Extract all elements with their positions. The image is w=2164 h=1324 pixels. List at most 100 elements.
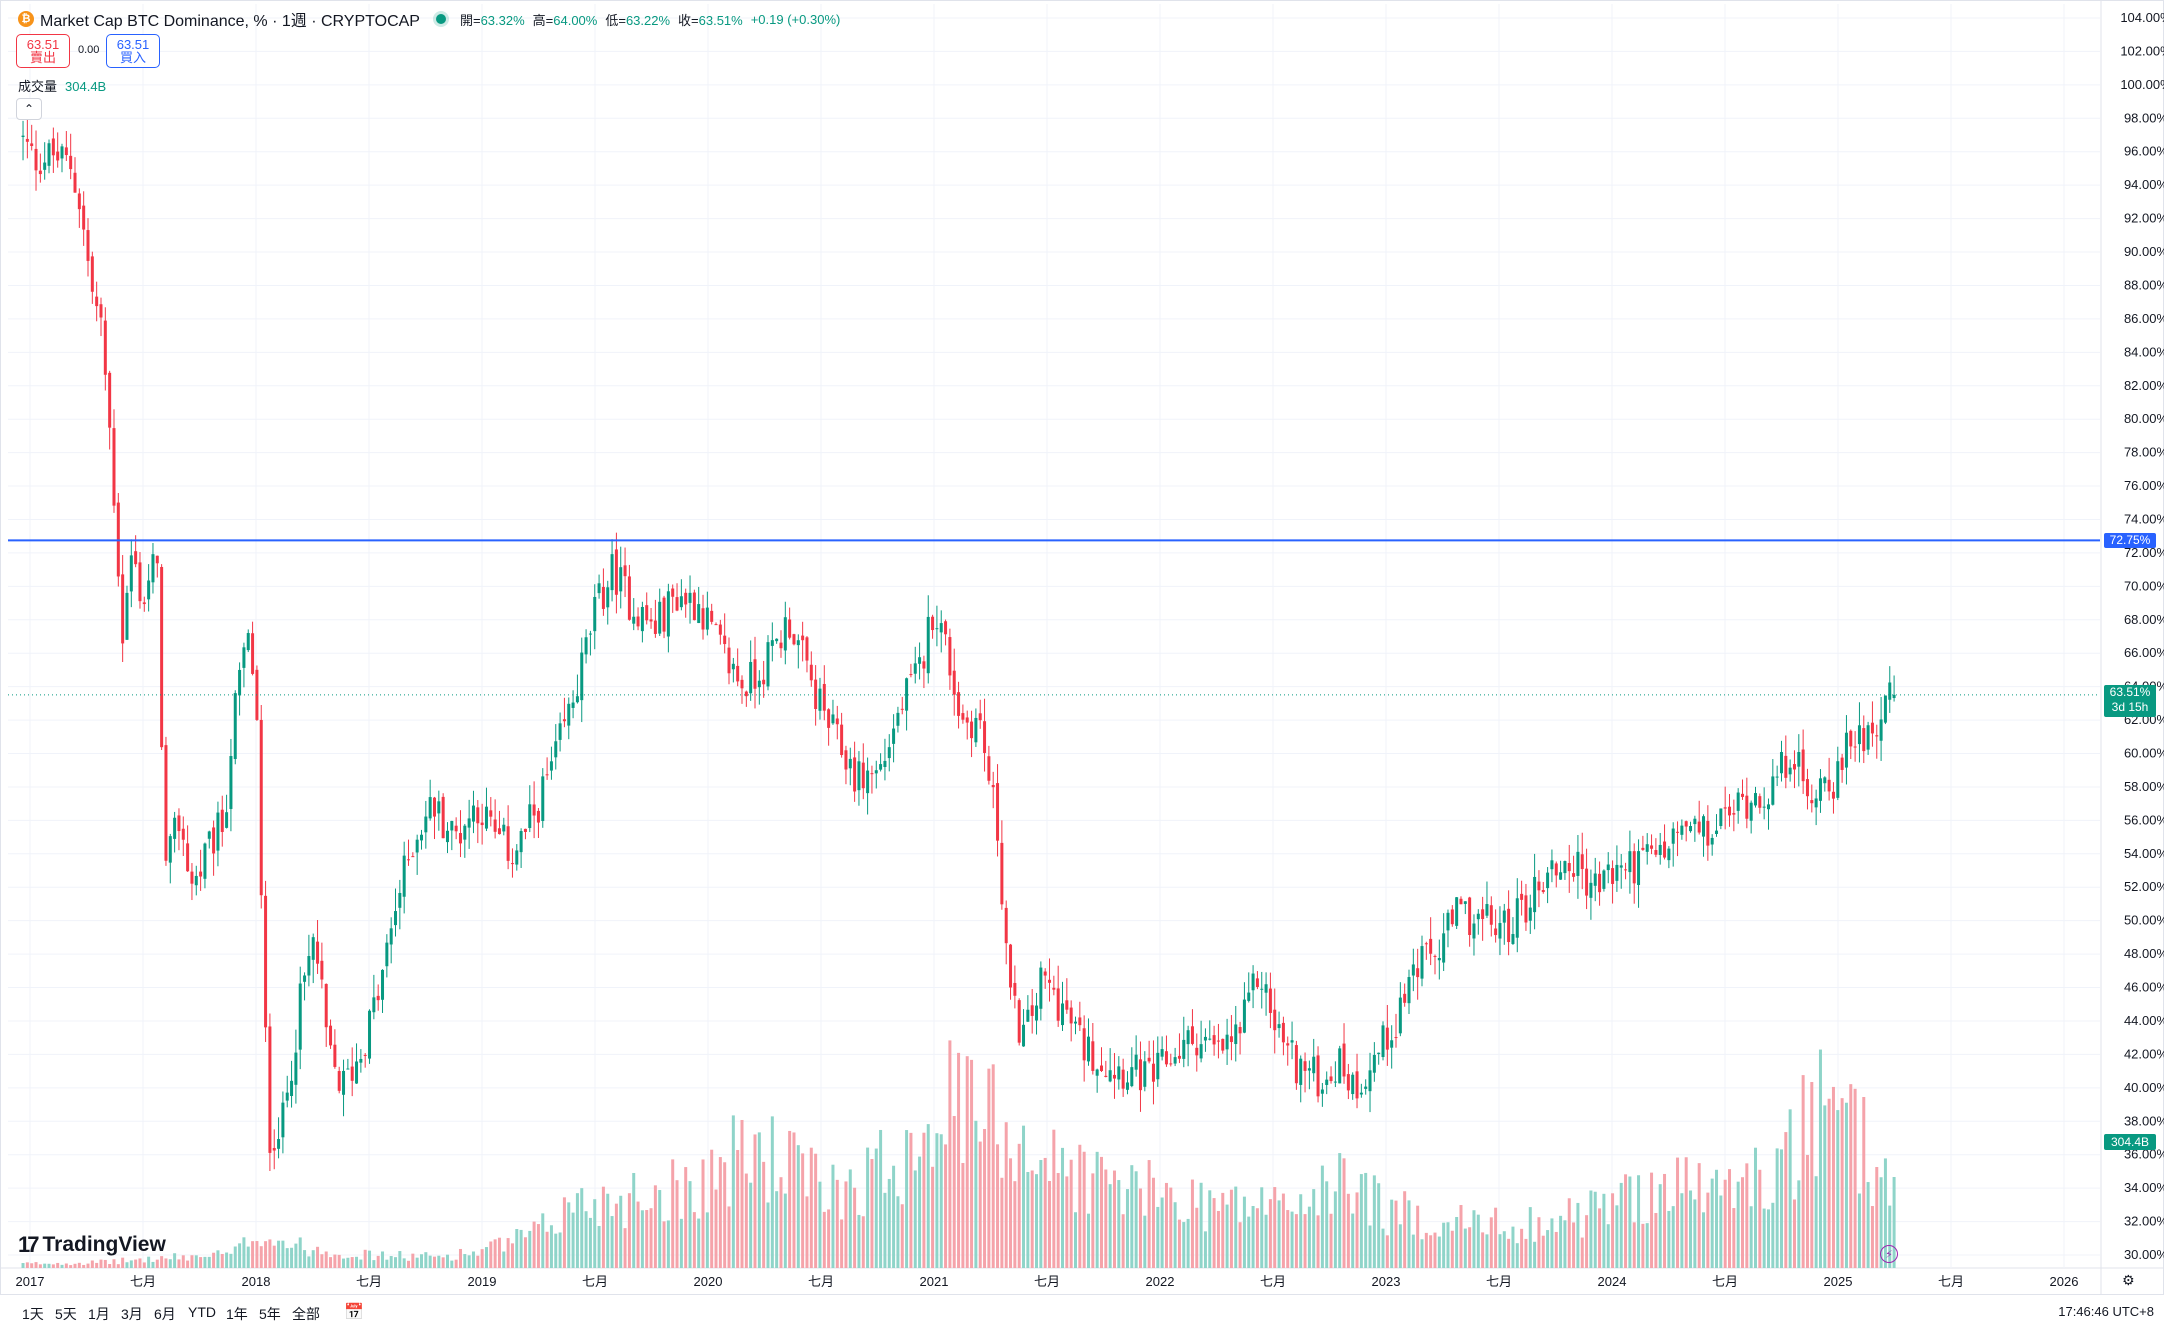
range-3m-button[interactable]: 3月: [121, 1306, 143, 1322]
range-1d-button[interactable]: 1天: [22, 1306, 44, 1322]
candle-body: [1728, 806, 1732, 816]
volume-bar: [1818, 1049, 1822, 1268]
candle-body: [1013, 982, 1017, 996]
candle: [277, 1117, 281, 1159]
volume-bar: [658, 1190, 662, 1268]
candle: [1602, 869, 1606, 892]
candle-body: [164, 745, 168, 861]
y-tick-label: 38.00%: [2124, 1113, 2164, 1128]
y-tick-label: 104.00%: [2120, 10, 2164, 25]
clock-timezone[interactable]: 17:46:46 UTC+8: [2058, 1304, 2154, 1319]
candle-body: [1281, 1022, 1285, 1043]
candle-body: [623, 565, 627, 577]
volume-bar: [480, 1249, 484, 1268]
volume-bar: [251, 1241, 255, 1268]
candle-body: [415, 839, 419, 853]
volume-bar: [1515, 1243, 1519, 1268]
time-axis: 2017 七月 2018 七月 2019 七月 2020 七月 2021 七月 2022 七月 2023…: [16, 1274, 2079, 1289]
candle: [1775, 765, 1779, 787]
candle: [571, 690, 575, 719]
candle: [1494, 909, 1498, 943]
candle: [1203, 1028, 1207, 1052]
candle: [809, 651, 813, 687]
candle: [1706, 805, 1710, 861]
range-1y-button[interactable]: 1年: [226, 1306, 248, 1322]
symbol-legend[interactable]: ₿ Market Cap BTC Dominance, % · 1週 · CRY…: [18, 8, 848, 30]
volume-bar: [1286, 1210, 1290, 1268]
sell-button[interactable]: 63.51 賣出: [16, 34, 70, 68]
volume-bar: [718, 1157, 722, 1268]
candle: [887, 734, 891, 772]
volume-bar: [307, 1256, 311, 1268]
candle: [1151, 1040, 1155, 1105]
candle: [658, 588, 662, 637]
candle: [532, 781, 536, 839]
range-all-button[interactable]: 全部: [292, 1306, 320, 1322]
candle-body: [432, 797, 436, 817]
volume-bar: [363, 1249, 367, 1268]
candle: [523, 828, 527, 840]
candle: [285, 1075, 289, 1108]
candle-body: [1762, 806, 1766, 808]
range-6m-button[interactable]: 6月: [154, 1306, 176, 1322]
range-ytd-button[interactable]: YTD: [188, 1304, 216, 1320]
candle-body: [714, 624, 718, 626]
volume-bar: [402, 1258, 406, 1268]
y-tick-label: 60.00%: [2124, 746, 2164, 761]
candle: [484, 787, 488, 832]
volume-bar: [1779, 1149, 1783, 1268]
buy-button[interactable]: 63.51 買入: [106, 34, 160, 68]
volume-bar: [346, 1257, 350, 1268]
candle-body: [558, 723, 562, 740]
tradingview-logo[interactable]: 17 TradingView: [18, 1232, 166, 1258]
candle: [1078, 1001, 1082, 1031]
candle: [1455, 897, 1459, 930]
volume-bar: [818, 1181, 822, 1268]
tradingview-logo-text: TradingView: [42, 1233, 166, 1256]
volume-legend[interactable]: 成交量 304.4B: [18, 76, 106, 95]
candle: [1325, 1071, 1329, 1095]
volume-bar: [965, 1056, 969, 1268]
volume-bar: [1065, 1176, 1069, 1268]
calendar-icon[interactable]: 📅: [344, 1304, 364, 1321]
candle: [801, 621, 805, 662]
candle-body: [1632, 851, 1636, 884]
volume-bar: [961, 1162, 965, 1268]
symbol-title[interactable]: Market Cap BTC Dominance, % · 1週 · CRYPT…: [40, 13, 420, 30]
candle-body: [290, 1080, 294, 1097]
candle-body: [1294, 1045, 1298, 1084]
candle-body: [1818, 778, 1822, 801]
x-tick-label: 七月: [582, 1274, 608, 1289]
range-5y-button[interactable]: 5年: [259, 1306, 281, 1322]
volume-bar: [926, 1124, 930, 1268]
candle: [1169, 1053, 1173, 1067]
candle-body: [1805, 779, 1809, 797]
candle-body: [1078, 1017, 1082, 1026]
candle-body: [1407, 977, 1411, 1004]
volume-bar: [121, 1257, 125, 1268]
volume-bar: [1212, 1198, 1216, 1268]
candle-body: [342, 1070, 346, 1095]
candle: [1416, 948, 1420, 1000]
volume-bar: [1385, 1235, 1389, 1268]
volume-bar: [1481, 1232, 1485, 1268]
candle-body: [783, 617, 787, 651]
volume-bar: [601, 1186, 605, 1268]
range-5d-button[interactable]: 5天: [55, 1306, 77, 1322]
candle-body: [138, 562, 142, 602]
candle-body: [60, 146, 64, 159]
candle-body: [1684, 821, 1688, 827]
range-1m-button[interactable]: 1月: [88, 1306, 110, 1322]
lightning-icon[interactable]: ⚡: [1880, 1245, 1898, 1263]
candle-body: [1242, 999, 1246, 1033]
candle-body: [77, 193, 81, 210]
collapse-legend-button[interactable]: ⌃: [16, 98, 42, 120]
volume-bar: [1836, 1110, 1840, 1268]
candle-body: [1576, 851, 1580, 876]
volume-bar: [1429, 1235, 1433, 1268]
volume-bar: [1190, 1179, 1194, 1268]
candle-body: [710, 610, 714, 622]
candle: [471, 790, 475, 834]
gear-icon[interactable]: ⚙: [2122, 1272, 2135, 1288]
